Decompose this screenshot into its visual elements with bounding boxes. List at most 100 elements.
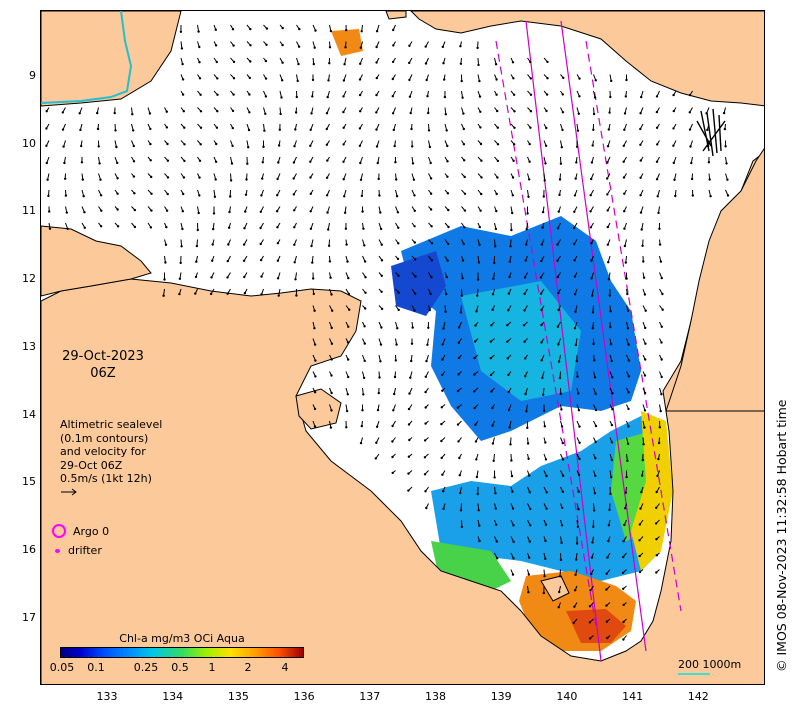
velocity-arrow-head	[590, 277, 593, 280]
velocity-arrow-head	[512, 93, 516, 97]
velocity-arrow-head	[312, 62, 315, 66]
velocity-arrow-head	[638, 523, 641, 526]
velocity-arrow-head	[589, 210, 592, 213]
velocity-arrow-head	[359, 62, 362, 65]
velocity-arrow-head	[557, 210, 560, 213]
velocity-arrow-head	[573, 194, 577, 197]
velocity-arrow-head	[510, 228, 513, 232]
velocity-arrow-head	[688, 111, 691, 114]
velocity-arrow-head	[165, 126, 169, 129]
velocity-arrow-head	[347, 358, 350, 361]
velocity-arrow-head	[197, 30, 200, 33]
velocity-arrow-head	[496, 126, 499, 129]
velocity-arrow-head	[347, 375, 350, 379]
velocity-arrow-head	[277, 144, 281, 147]
velocity-arrow-head	[640, 228, 643, 231]
velocity-arrow-head	[380, 307, 384, 311]
velocity-arrow-head	[660, 393, 663, 396]
velocity-arrow-head	[457, 440, 460, 443]
velocity-arrow-head	[460, 294, 464, 297]
velocity-arrow-head	[560, 425, 564, 428]
velocity-arrow-head	[259, 258, 263, 262]
velocity-arrow-head	[610, 359, 613, 363]
velocity-arrow-head	[394, 359, 397, 362]
longitude-label: 140	[556, 690, 578, 703]
velocity-arrow-head	[64, 194, 68, 197]
velocity-arrow-head	[391, 424, 394, 428]
velocity-arrow-head	[259, 226, 262, 230]
velocity-arrow-head	[379, 360, 382, 363]
velocity-arrow-head	[391, 77, 394, 81]
velocity-arrow-head	[578, 425, 581, 428]
velocity-arrow-head	[215, 60, 218, 64]
velocity-arrow-head	[458, 456, 461, 460]
velocity-arrow-head	[259, 242, 262, 246]
velocity-arrow-head	[183, 143, 186, 146]
velocity-arrow-head	[478, 225, 481, 229]
velocity-arrow-head	[494, 227, 498, 231]
velocity-arrow-head	[409, 111, 412, 115]
velocity-arrow-head	[345, 28, 348, 32]
velocity-arrow-head	[660, 375, 663, 379]
velocity-arrow-head	[79, 128, 82, 132]
velocity-arrow-head	[627, 425, 630, 428]
velocity-arrow-head	[61, 111, 64, 114]
velocity-arrow-head	[593, 96, 597, 99]
velocity-arrow-head	[541, 376, 544, 380]
velocity-arrow-head	[363, 359, 366, 363]
velocity-arrow-head	[544, 162, 547, 165]
velocity-arrow-head	[572, 226, 576, 230]
velocity-arrow-head	[100, 209, 103, 212]
velocity-arrow-head	[476, 46, 479, 50]
velocity-arrow-head	[655, 571, 658, 574]
velocity-arrow-head	[605, 572, 608, 575]
latitude-label: 11	[22, 204, 36, 218]
velocity-arrow-head	[441, 358, 444, 361]
velocity-arrow-head	[523, 292, 526, 296]
velocity-arrow-head	[311, 95, 314, 98]
velocity-arrow-head	[544, 441, 547, 444]
velocity-arrow-head	[407, 489, 410, 492]
velocity-arrow-head	[543, 575, 546, 578]
velocity-arrow-head	[242, 243, 246, 246]
velocity-arrow-head	[96, 127, 100, 131]
velocity-arrow-head	[344, 227, 348, 230]
velocity-arrow-head	[309, 144, 312, 147]
velocity-arrow-head	[642, 276, 646, 279]
velocity-arrow-head	[578, 441, 581, 444]
latitude-label: 17	[22, 610, 36, 624]
velocity-arrow-head	[412, 178, 416, 181]
velocity-arrow-head	[330, 409, 333, 412]
velocity-arrow-head	[395, 343, 398, 346]
velocity-arrow-head	[442, 327, 445, 330]
velocity-arrow-head	[414, 275, 417, 278]
velocity-arrow-head	[229, 195, 232, 198]
velocity-arrow-head	[82, 195, 85, 198]
velocity-arrow-head	[407, 472, 410, 475]
velocity-arrow-head	[558, 178, 562, 181]
velocity-arrow-head	[375, 145, 379, 148]
land-wellesley-island	[540, 575, 570, 602]
velocity-arrow-head	[424, 62, 428, 65]
velocity-arrow-head	[495, 209, 498, 213]
track-line-3	[560, 20, 647, 652]
chl-patch-yellow-east	[631, 411, 673, 571]
velocity-arrow-head	[265, 43, 268, 46]
velocity-arrow-head	[343, 195, 346, 198]
velocity-arrow-head	[594, 408, 598, 412]
velocity-arrow-head	[622, 540, 625, 543]
velocity-arrow-head	[276, 226, 279, 229]
velocity-arrow-head	[479, 142, 483, 146]
velocity-arrow-head	[309, 210, 312, 213]
velocity-arrow-head	[657, 441, 661, 445]
velocity-arrow-head	[343, 63, 346, 66]
velocity-arrow-head	[661, 308, 664, 311]
velocity-arrow-head	[546, 60, 549, 64]
velocity-arrow-head	[545, 93, 549, 96]
sealevel-contour	[41, 11, 133, 104]
velocity-arrow-head	[513, 110, 516, 113]
velocity-arrow-head	[456, 389, 460, 393]
velocity-arrow-head	[478, 539, 481, 543]
velocity-arrow-head	[380, 259, 384, 262]
velocity-arrow-head	[214, 178, 217, 181]
